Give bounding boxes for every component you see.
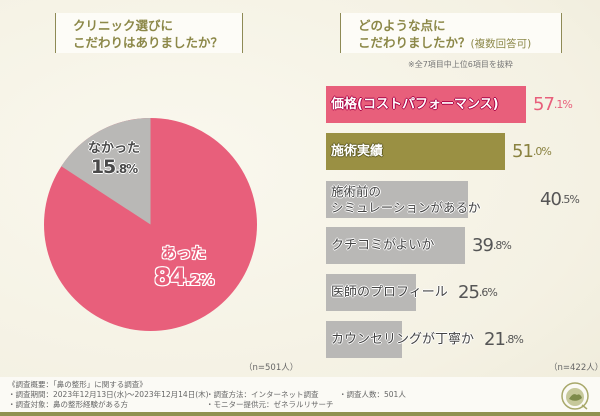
pie-label-yes: あった 84.2% [154,242,215,291]
pie-label-yes-name: あった [161,244,207,262]
bar-counseling [326,321,402,358]
selection-note: ※全7項目中上位6項目を抜粋 [408,60,513,69]
pie-label-yes-dec: .2% [185,271,214,289]
pie-sample-size: （n=501人） [244,363,299,373]
survey-title: 《調査概要：「鼻の整形」に関する調査》 [8,380,147,389]
left-question-line1: クリニック選びに [73,18,174,33]
survey-method: ・調査方法：インターネット調査 [206,390,319,399]
bar-value-price: 57.1% [533,94,573,115]
pie-label-yes-int: 84 [154,263,186,291]
bar-label-track-record: 施術実績 [331,143,384,159]
left-question-title: クリニック選びに こだわりはありましたか？ [55,13,243,53]
pie-label-no-int: 15 [90,156,116,178]
right-question-sub: (複数回答可) [470,38,532,50]
bar-value-simulation: 40.5% [540,189,580,210]
bar-value-counseling: 21.8% [484,329,524,350]
pie-chart [44,118,257,331]
bar-simulation [326,181,468,218]
bar-value-reviews: 39.8% [472,235,512,256]
survey-target: ・調査対象：鼻の整形経験がある方 [8,400,128,409]
bar-label-counseling: カウンセリングが丁寧か [331,331,475,347]
bar-doctor-profile [326,274,416,311]
bar-label-price: 価格(コストパフォーマンス) [331,96,499,112]
brand-logo-icon [561,382,589,410]
bar-label-doctor-profile: 医師のプロフィール [331,284,448,300]
bar-value-track-record: 51.0% [512,141,552,162]
right-question-title: どのような点に こだわりましたか？(複数回答可) [340,13,562,53]
survey-footer [0,377,600,412]
bar-reviews [326,227,465,264]
bar-track-record [326,133,505,170]
bar-price [326,86,526,123]
pie-label-no: なかった 15.8% [88,137,140,178]
bar-label-reviews: クチコミがよいか [331,237,435,253]
pie-slice-no [61,118,151,225]
right-question-line1: どのような点に [358,18,446,33]
pie-label-no-name: なかった [88,141,141,156]
survey-count: ・調査人数：501人 [339,390,406,399]
bar-value-doctor-profile: 25.6% [458,282,498,303]
survey-provider: ・モニター提供元：ゼネラルリサーチ [206,400,334,409]
pie-chart-svg [44,118,257,331]
pie-label-no-dec: .8% [115,162,138,176]
right-question-line2: こだわりましたか？ [358,35,471,50]
survey-period: ・調査期間：2023年12月13日(水)〜2023年12月14日(木) [8,390,209,399]
bar-sample-size: （n=422人） [549,363,600,373]
bar-label-simulation: 施術前の シミュレーションがあるか [331,183,481,215]
footer-divider [0,412,600,416]
left-question-line2: こだわりはありましたか？ [73,35,224,50]
